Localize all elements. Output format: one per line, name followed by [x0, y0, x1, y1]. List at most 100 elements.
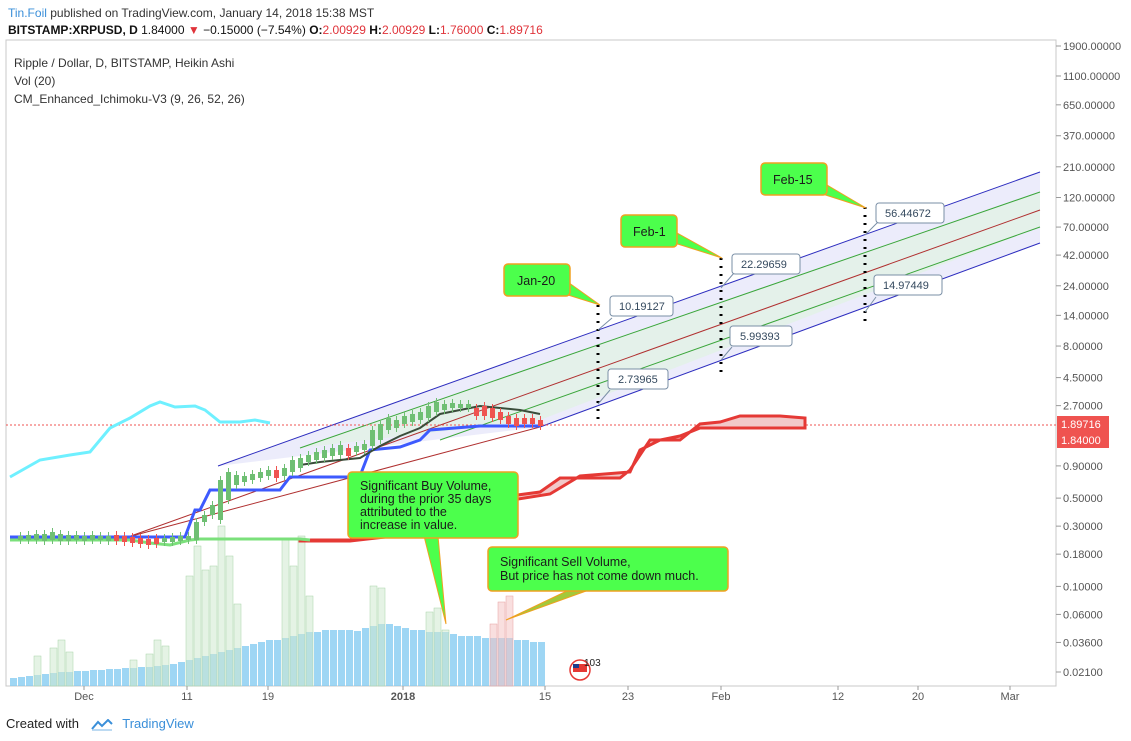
candle [274, 470, 279, 478]
time-tick-label: Dec [74, 691, 94, 703]
candle [434, 402, 439, 412]
volume-bar [394, 626, 401, 686]
candle [42, 534, 47, 541]
price-axis[interactable]: 1900.00000 1100.00000 650.00000 370.00000 21… [1056, 41, 1121, 679]
volume-bar [266, 640, 273, 686]
leader [720, 272, 735, 289]
publish-text: published on TradingView.com, January 14… [50, 6, 375, 20]
price-tick-label: 0.30000 [1063, 521, 1103, 533]
candle [506, 416, 511, 424]
candle [482, 406, 487, 416]
volume-bar [458, 636, 465, 686]
volume-bar [122, 668, 129, 686]
volume-bar [402, 628, 409, 686]
candle [186, 536, 191, 540]
time-tick-label: 15 [539, 691, 551, 703]
candle [138, 538, 143, 544]
volume-bar [346, 630, 353, 686]
volume-bar [482, 638, 489, 686]
candle [130, 537, 135, 543]
author-link[interactable]: Tin.Foil [8, 6, 47, 20]
volume-bar [201, 569, 210, 687]
volume-bar [153, 639, 162, 687]
candle [90, 535, 95, 540]
legend-volume[interactable]: Vol (20) [14, 74, 56, 88]
low-label: L: [428, 23, 440, 37]
label-box [875, 202, 945, 224]
volume-bar [114, 669, 121, 686]
price-tick-label: 24.00000 [1063, 281, 1109, 293]
buy-line-1: Significant Buy Volume, [360, 479, 491, 493]
volume-bar [450, 634, 457, 686]
candle [490, 408, 495, 418]
flag-stripe [573, 664, 587, 672]
candle [178, 536, 183, 541]
volume-bar [217, 525, 226, 687]
open-label: O: [309, 23, 323, 37]
candle [370, 430, 375, 446]
feb15-callout [760, 162, 828, 196]
candle [234, 475, 239, 485]
candle [114, 535, 119, 541]
candle [314, 452, 319, 460]
candle [402, 416, 407, 424]
open-value: 2.00929 [322, 23, 366, 37]
candle [194, 522, 199, 540]
volume-bar [330, 630, 337, 686]
price-tags: 1.89716 1.84000 [1057, 416, 1109, 448]
flag-canton [573, 664, 579, 668]
candle [26, 535, 31, 540]
price-tag-label: 1.89716 [1061, 419, 1101, 431]
inner-top-line [299, 191, 1041, 449]
projection-price-labels: 10.19127 2.73965 22.29659 5.99393 56.446… [597, 202, 945, 405]
jan20-label: Jan-20 [517, 274, 555, 288]
volume-bar [49, 647, 58, 687]
high-value: 2.00929 [381, 23, 426, 37]
volume-bar [362, 628, 369, 686]
channel-mid-line [127, 209, 1041, 538]
feb1-low-value: 5.99393 [740, 331, 780, 343]
price-tick-label: 650.00000 [1063, 100, 1115, 112]
price-tick-label: 370.00000 [1063, 131, 1115, 143]
time-axis[interactable]: Dec 11 19 2018 15 23 Feb 12 20 Mar [74, 686, 1020, 703]
events-flag-icon[interactable]: 103 [569, 658, 601, 681]
tradingview-link[interactable]: TradingView [122, 716, 194, 731]
candle [154, 538, 159, 544]
candle [146, 539, 151, 545]
candle [210, 505, 215, 515]
price-tick-label: 0.10000 [1063, 581, 1103, 593]
close-label: C: [486, 23, 500, 37]
candle [530, 418, 535, 424]
volume-bar [193, 545, 202, 687]
feb1-label: Feb-1 [633, 225, 666, 239]
time-tick-label: 11 [181, 691, 192, 703]
volume-bar [338, 630, 345, 686]
volume-bar [530, 642, 537, 686]
volume-bar [90, 670, 97, 686]
volume-bar [314, 632, 321, 686]
leader [864, 296, 877, 313]
feb15-label: Feb-15 [773, 173, 813, 187]
volume-bar [242, 646, 249, 686]
last-price: 1.84000 [141, 23, 185, 37]
legend-indicator[interactable]: CM_Enhanced_Ichimoku-V3 (9, 26, 52, 26) [14, 92, 245, 106]
price-tag-box [1057, 416, 1109, 432]
buy-volume-callout [347, 471, 519, 539]
jan20-callout [503, 263, 571, 297]
candle [322, 450, 327, 458]
candle [522, 418, 527, 424]
candle [266, 470, 271, 476]
label-box [607, 368, 669, 390]
volume-bar [209, 565, 218, 687]
low-value: 1.76000 [440, 23, 484, 37]
price-tick-label: 70.00000 [1063, 222, 1109, 234]
volume-bar [514, 640, 521, 686]
candle [122, 536, 127, 542]
feb15-high-value: 56.44672 [885, 208, 931, 220]
candle [354, 446, 359, 452]
volume-bar [289, 565, 298, 687]
candle [258, 472, 263, 478]
volume-bars [10, 525, 545, 687]
legend-title[interactable]: Ripple / Dollar, D, BITSTAMP, Heikin Ash… [14, 56, 235, 70]
